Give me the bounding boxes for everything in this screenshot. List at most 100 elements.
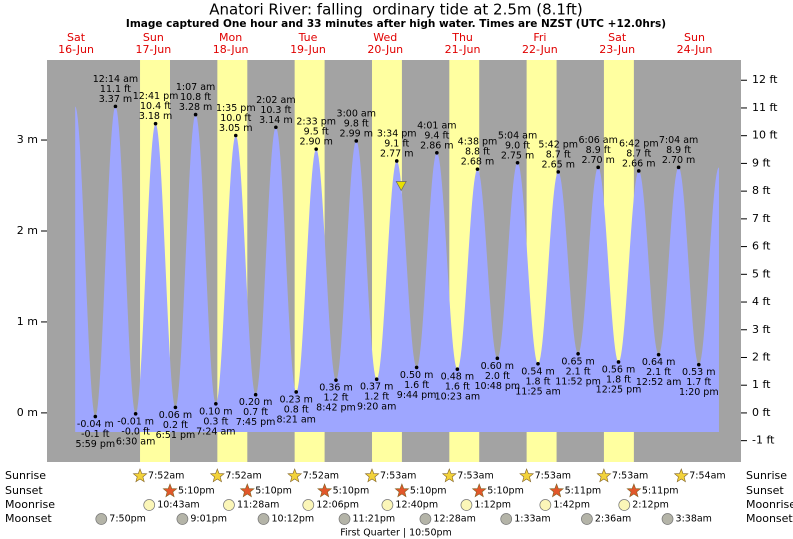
extreme-height-ft: 1.8 ft bbox=[606, 374, 631, 385]
extreme-dot bbox=[253, 392, 258, 397]
extreme-height-m: 3.05 m bbox=[219, 123, 252, 134]
extreme-time: 7:04 am bbox=[659, 135, 698, 146]
extreme-dot bbox=[153, 121, 158, 126]
extreme-height-ft: 8.9 ft bbox=[586, 145, 611, 156]
sunset-time: 5:10pm bbox=[255, 486, 292, 497]
y-tick-label: 1 m bbox=[17, 315, 38, 328]
day-date: 16-Jun bbox=[58, 43, 94, 56]
extreme-time: 1:07 am bbox=[176, 82, 215, 93]
sunrise-icon bbox=[287, 468, 303, 483]
extreme-height-ft: 9.5 ft bbox=[304, 127, 329, 138]
y2-tick-label: -1 ft bbox=[752, 434, 775, 447]
extreme-height-ft: 2.1 ft bbox=[566, 366, 591, 377]
extreme-dot bbox=[374, 377, 379, 382]
extreme-time: 12:14 am bbox=[93, 74, 138, 85]
extreme-dot bbox=[193, 112, 198, 117]
extreme-dot bbox=[536, 361, 540, 366]
extreme-height-m: 0.48 m bbox=[441, 372, 474, 383]
moonset-icon bbox=[257, 513, 270, 525]
extreme-time: 1:20 pm bbox=[679, 387, 719, 398]
day-weekday: Sat bbox=[67, 31, 86, 44]
y2-tick-label: 4 ft bbox=[752, 295, 771, 308]
day-date: 24-Jun bbox=[677, 43, 713, 56]
y2-tick-label: 2 ft bbox=[752, 350, 771, 363]
day-weekday: Thu bbox=[451, 31, 473, 44]
moonrise-time: 12:06pm bbox=[316, 500, 359, 511]
extreme-height-m: 2.65 m bbox=[542, 159, 575, 170]
extreme-time: 6:42 pm bbox=[619, 138, 659, 149]
extreme-height-ft: 2.1 ft bbox=[646, 367, 671, 378]
sunrise-icon bbox=[132, 468, 148, 483]
sunset-icon bbox=[317, 483, 333, 498]
extreme-dot bbox=[616, 360, 621, 364]
y-tick-label: 3 m bbox=[17, 133, 38, 146]
day-weekday: Sun bbox=[684, 31, 705, 44]
day-weekday: Tue bbox=[298, 31, 318, 44]
sunset-icon bbox=[394, 483, 410, 498]
extreme-height-ft: 9.0 ft bbox=[505, 140, 530, 151]
sunset-time: 5:10pm bbox=[178, 486, 215, 497]
row-label: Moonrise bbox=[746, 498, 793, 511]
extreme-height-ft: 2.0 ft bbox=[485, 371, 510, 382]
extreme-time: 9:20 am bbox=[357, 402, 396, 413]
moonrise-time: 2:12pm bbox=[632, 500, 669, 511]
extreme-height-ft: -0.0 ft bbox=[121, 426, 150, 437]
day-date: 23-Jun bbox=[599, 43, 635, 56]
row-label: Sunset bbox=[5, 484, 43, 497]
extreme-height-ft: 1.7 ft bbox=[686, 377, 711, 388]
extreme-time: 2:02 am bbox=[256, 95, 295, 106]
extreme-dot bbox=[414, 365, 419, 370]
extreme-time: 1:35 pm bbox=[216, 103, 256, 114]
sunrise-icon bbox=[209, 468, 225, 483]
extreme-dot bbox=[294, 390, 299, 394]
extreme-height-m: 2.68 m bbox=[461, 157, 494, 168]
moonrise-icon bbox=[460, 499, 473, 511]
day-weekday: Sun bbox=[143, 31, 164, 44]
extreme-height-ft: 8.8 ft bbox=[465, 147, 490, 158]
extreme-dot bbox=[314, 147, 318, 151]
extreme-time: 5:42 pm bbox=[538, 139, 578, 150]
extreme-height-ft: 0.3 ft bbox=[203, 416, 228, 427]
sunset-time: 5:11pm bbox=[565, 486, 602, 497]
row-label: Moonrise bbox=[5, 498, 55, 511]
moonset-time: 2:36am bbox=[595, 514, 631, 525]
extreme-height-m: 0.10 m bbox=[199, 406, 232, 417]
tide-area bbox=[75, 106, 719, 432]
extreme-time: 10:48 pm bbox=[475, 381, 521, 392]
sunset-icon bbox=[239, 483, 255, 498]
day-weekday: Mon bbox=[219, 31, 242, 44]
y2-tick-label: 9 ft bbox=[752, 156, 771, 169]
extreme-height-ft: 9.4 ft bbox=[424, 130, 449, 141]
y2-tick-label: 6 ft bbox=[752, 240, 771, 253]
extreme-height-ft: 9.1 ft bbox=[384, 138, 409, 149]
day-date: 18-Jun bbox=[213, 43, 249, 56]
extreme-dot bbox=[696, 362, 701, 367]
chart-title: Anatori River: falling ordinary tide at … bbox=[209, 1, 582, 19]
y2-tick-label: 0 ft bbox=[752, 406, 771, 419]
extreme-height-m: 2.70 m bbox=[581, 155, 614, 166]
moonrise-time: 11:28am bbox=[237, 500, 279, 511]
y2-tick-label: 8 ft bbox=[752, 184, 771, 197]
extreme-dot bbox=[495, 356, 500, 361]
extreme-dot bbox=[214, 401, 218, 406]
extreme-dot bbox=[394, 159, 399, 163]
extreme-dot bbox=[455, 367, 460, 372]
extreme-dot bbox=[556, 170, 561, 174]
extreme-dot bbox=[576, 351, 580, 356]
extreme-dot bbox=[515, 160, 520, 165]
extreme-height-ft: 10.3 ft bbox=[260, 105, 291, 116]
extreme-time: 12:52 am bbox=[636, 377, 681, 388]
moonset-icon bbox=[176, 513, 189, 525]
extreme-time: 12:25 pm bbox=[596, 384, 642, 395]
extreme-height-m: 0.64 m bbox=[642, 357, 675, 368]
moonset-icon bbox=[661, 513, 674, 525]
sunset-icon bbox=[471, 483, 487, 498]
extreme-height-m: 2.86 m bbox=[420, 140, 453, 151]
extreme-height-ft: 8.9 ft bbox=[666, 145, 691, 156]
extreme-height-ft: 11.1 ft bbox=[100, 84, 131, 95]
extreme-height-ft: 9.8 ft bbox=[344, 118, 369, 129]
moonrise-icon bbox=[618, 499, 631, 511]
moonrise-icon bbox=[223, 499, 235, 511]
y-tick-label: 0 m bbox=[17, 406, 38, 419]
moonrise-icon bbox=[143, 499, 156, 511]
